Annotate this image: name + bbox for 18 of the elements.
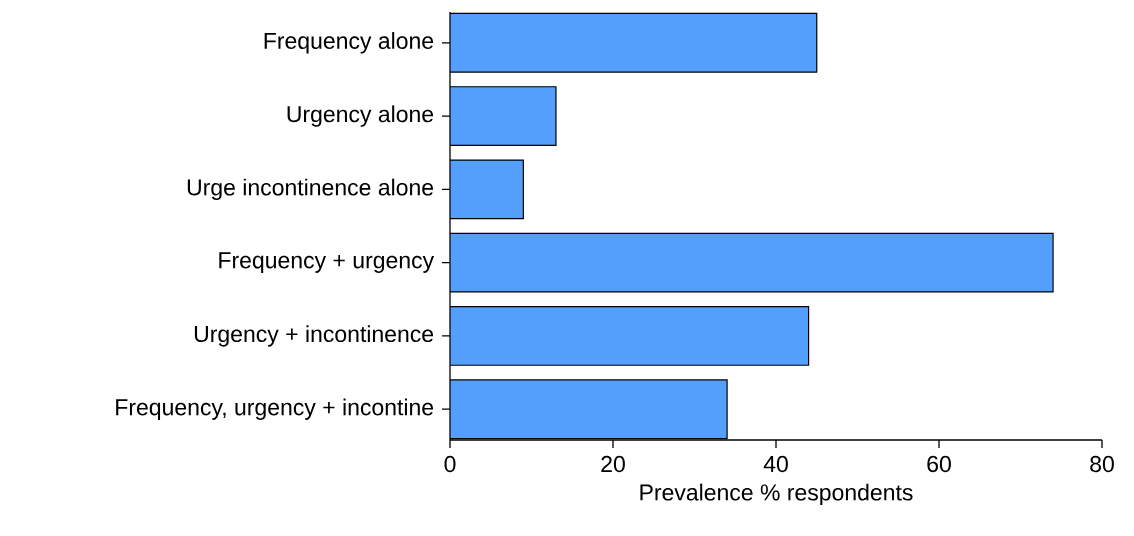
y-tick-label: Urgency alone xyxy=(287,105,434,127)
x-tick-label: 20 xyxy=(601,455,625,473)
bar xyxy=(450,159,524,220)
y-tick-label: Frequency + urgency xyxy=(219,252,435,273)
y-tick-label: Urgency + incontinence xyxy=(194,325,434,347)
bar xyxy=(450,12,818,73)
x-tick-label: 80 xyxy=(1090,455,1114,473)
x-axis-title: Prevalence % respondents xyxy=(640,483,913,506)
bar xyxy=(450,232,1054,293)
x-tick-label: 0 xyxy=(444,455,456,473)
y-tick-label: Urge incontinence alone xyxy=(187,178,434,201)
bar xyxy=(450,306,810,366)
x-tick-label: 40 xyxy=(763,455,788,473)
y-tick-label: Frequency, urgency + incontine xyxy=(116,398,434,420)
y-tick-label: Frequency alone xyxy=(264,32,434,54)
bar xyxy=(450,379,728,440)
x-tick-label: 60 xyxy=(927,455,951,473)
bar xyxy=(450,86,557,146)
